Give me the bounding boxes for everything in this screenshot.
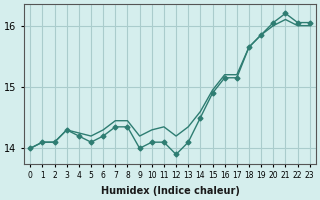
X-axis label: Humidex (Indice chaleur): Humidex (Indice chaleur)	[100, 186, 239, 196]
